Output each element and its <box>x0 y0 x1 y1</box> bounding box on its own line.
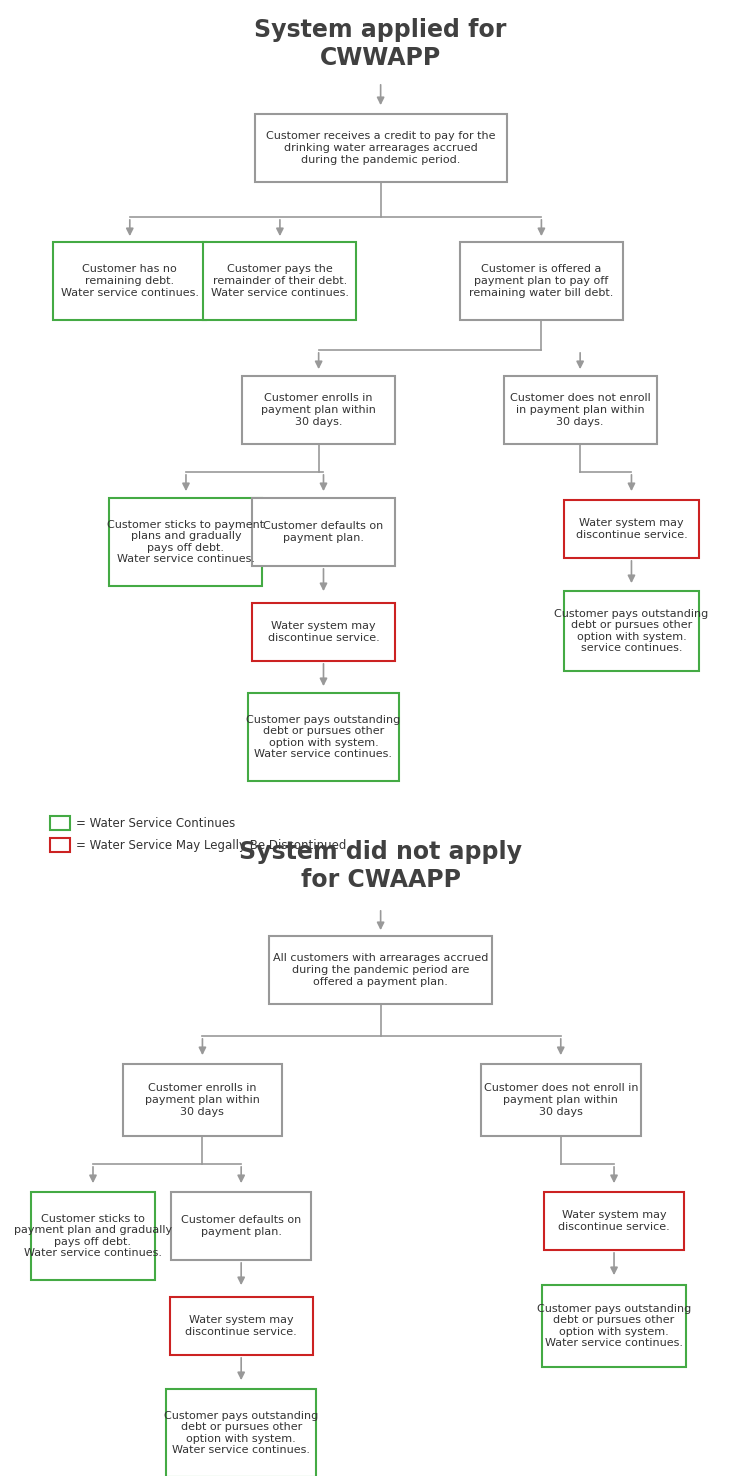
FancyBboxPatch shape <box>481 1064 641 1137</box>
FancyBboxPatch shape <box>564 590 700 672</box>
Text: Customer sticks to
payment plan and gradually
pays off debt.
Water service conti: Customer sticks to payment plan and grad… <box>14 1213 172 1259</box>
Text: Water system may
discontinue service.: Water system may discontinue service. <box>576 518 687 540</box>
FancyBboxPatch shape <box>252 604 395 661</box>
Text: = Water Service Continues: = Water Service Continues <box>75 816 235 830</box>
FancyBboxPatch shape <box>31 1193 155 1280</box>
Text: All customers with arrearages accrued
during the pandemic period are
offered a p: All customers with arrearages accrued du… <box>273 953 489 986</box>
Text: Customer enrolls in
payment plan within
30 days: Customer enrolls in payment plan within … <box>145 1083 260 1117</box>
Text: Customer pays outstanding
debt or pursues other
option with system.
Water servic: Customer pays outstanding debt or pursue… <box>164 1411 318 1455</box>
FancyBboxPatch shape <box>123 1064 283 1137</box>
Text: Customer pays outstanding
debt or pursues other
option with system.
Water servic: Customer pays outstanding debt or pursue… <box>246 714 401 759</box>
Text: Customer receives a credit to pay for the
drinking water arrearages accrued
duri: Customer receives a credit to pay for th… <box>266 131 495 165</box>
FancyBboxPatch shape <box>542 1286 686 1367</box>
Text: Customer does not enroll in
payment plan within
30 days: Customer does not enroll in payment plan… <box>483 1083 638 1117</box>
FancyBboxPatch shape <box>50 816 70 830</box>
Text: Customer pays outstanding
debt or pursues other
option with system.
service cont: Customer pays outstanding debt or pursue… <box>554 608 708 654</box>
FancyBboxPatch shape <box>460 242 623 320</box>
FancyBboxPatch shape <box>170 1297 313 1355</box>
Text: = Water Service May Legally Be Discontinued: = Water Service May Legally Be Discontin… <box>75 838 346 852</box>
Text: Customer pays outstanding
debt or pursues other
option with system.
Water servic: Customer pays outstanding debt or pursue… <box>537 1303 692 1349</box>
FancyBboxPatch shape <box>252 497 395 565</box>
Text: Water system may
discontinue service.: Water system may discontinue service. <box>268 621 379 644</box>
Text: Customer enrolls in
payment plan within
30 days.: Customer enrolls in payment plan within … <box>261 394 376 427</box>
FancyBboxPatch shape <box>171 1193 311 1261</box>
Text: System applied for
CWWAPP: System applied for CWWAPP <box>255 18 507 69</box>
Text: Customer defaults on
payment plan.: Customer defaults on payment plan. <box>181 1215 301 1237</box>
Text: Customer sticks to payment
plans and gradually
pays off debt.
Water service cont: Customer sticks to payment plans and gra… <box>108 520 264 564</box>
FancyBboxPatch shape <box>249 694 399 781</box>
Text: Customer is offered a
payment plan to pay off
remaining water bill debt.: Customer is offered a payment plan to pa… <box>469 264 613 298</box>
FancyBboxPatch shape <box>242 376 395 444</box>
FancyBboxPatch shape <box>204 242 356 320</box>
FancyBboxPatch shape <box>503 376 657 444</box>
FancyBboxPatch shape <box>255 114 506 182</box>
FancyBboxPatch shape <box>109 497 263 586</box>
Text: Water system may
discontinue service.: Water system may discontinue service. <box>185 1315 297 1337</box>
FancyBboxPatch shape <box>269 936 492 1004</box>
FancyBboxPatch shape <box>564 500 700 558</box>
Text: Customer defaults on
payment plan.: Customer defaults on payment plan. <box>263 521 384 543</box>
Text: Customer does not enroll
in payment plan within
30 days.: Customer does not enroll in payment plan… <box>510 394 650 427</box>
FancyBboxPatch shape <box>544 1193 684 1250</box>
Text: Water system may
discontinue service.: Water system may discontinue service. <box>558 1210 670 1232</box>
FancyBboxPatch shape <box>50 838 70 852</box>
Text: Customer pays the
remainder of their debt.
Water service continues.: Customer pays the remainder of their deb… <box>211 264 349 298</box>
Text: Customer has no
remaining debt.
Water service continues.: Customer has no remaining debt. Water se… <box>61 264 199 298</box>
Text: System did not apply
for CWAAPP: System did not apply for CWAAPP <box>239 840 522 892</box>
FancyBboxPatch shape <box>53 242 207 320</box>
FancyBboxPatch shape <box>166 1389 316 1476</box>
